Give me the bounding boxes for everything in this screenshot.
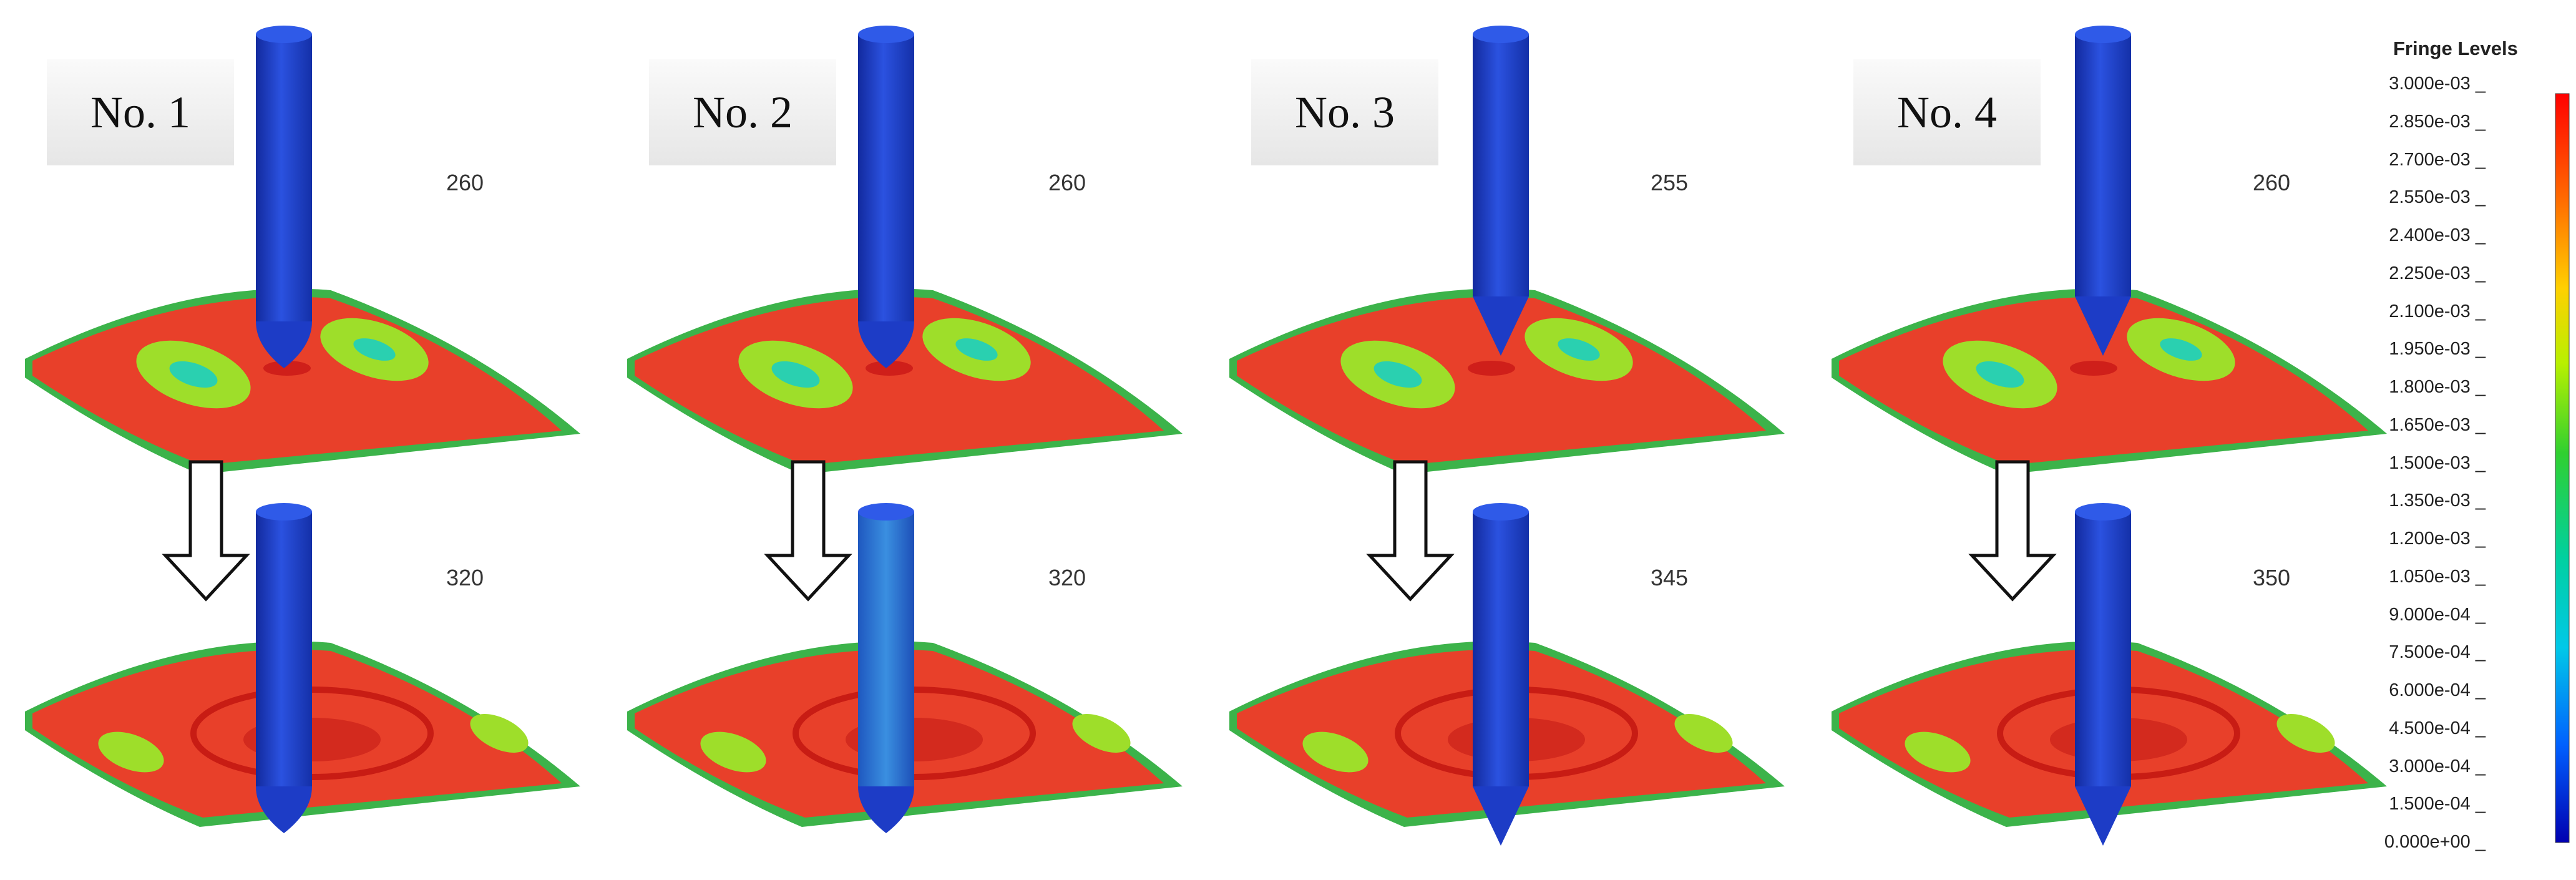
contact-zone (2070, 361, 2117, 376)
contact-zone (263, 361, 311, 376)
impactor-tip (256, 786, 312, 833)
time-bottom-4: 350 (2253, 565, 2291, 590)
stress-zone-right (2276, 714, 2335, 753)
impactor-top (2075, 26, 2131, 43)
time-top-1: 260 (446, 170, 484, 195)
impactor-body (858, 34, 914, 321)
stress-zone-right (1674, 714, 1733, 753)
stress-zone-left (1302, 731, 1368, 773)
impactor-top (1473, 503, 1529, 521)
case-panel-1 (25, 26, 580, 833)
legend-tick: 1.800e-03 _ (2389, 377, 2486, 397)
impactor-tip (858, 786, 914, 833)
legend-tick: 2.850e-03 _ (2389, 111, 2486, 132)
stress-zone-left (700, 731, 766, 773)
stress-zone-left-core (1373, 361, 1422, 388)
sequence-arrow (1366, 460, 1455, 602)
plate-stress-field (32, 296, 562, 465)
time-bottom-3: 345 (1651, 565, 1689, 590)
legend-tick: 1.350e-03 _ (2389, 491, 2486, 511)
plate-stress-field (1839, 296, 2368, 465)
stress-zone-right-core (2160, 338, 2202, 361)
impactor-body (1473, 512, 1529, 786)
legend-tick: 1.650e-03 _ (2389, 414, 2486, 435)
case-label-3: No. 3 (1251, 59, 1438, 165)
case-label-1: No. 1 (47, 59, 234, 165)
sequence-arrow (1968, 460, 2057, 602)
stress-zone-left (98, 731, 164, 773)
stress-zone-left (1905, 731, 1971, 773)
legend-tick: 3.000e-04 _ (2389, 756, 2486, 776)
legend-tick: 2.100e-03 _ (2389, 301, 2486, 321)
impactor-tip (858, 321, 914, 368)
legend-tick: 4.500e-04 _ (2389, 718, 2486, 738)
stress-zone-right-core (955, 338, 998, 361)
case-panel-3 (1229, 26, 1785, 846)
legend-tick: 2.550e-03 _ (2389, 187, 2486, 208)
case-label-2: No. 2 (649, 59, 836, 165)
colorbar (2555, 93, 2570, 843)
time-top-3: 255 (1651, 170, 1689, 195)
legend-tick: 1.500e-04 _ (2389, 794, 2486, 814)
impactor-top (256, 26, 312, 43)
legend-tick: 7.500e-04 _ (2389, 642, 2486, 663)
time-top-2: 260 (1048, 170, 1086, 195)
legend-tick: 1.050e-03 _ (2389, 566, 2486, 587)
impactor-body (1473, 34, 1529, 296)
case-label-4: No. 4 (1853, 59, 2041, 165)
legend-tick: 6.000e-04 _ (2389, 680, 2486, 700)
stress-zone-right-core (353, 338, 396, 361)
case-panel-4 (1832, 26, 2387, 846)
sequence-arrow (162, 460, 250, 602)
stress-zone-left-core (1976, 361, 2024, 388)
legend-tick: 1.200e-03 _ (2389, 529, 2486, 549)
impactor-body (256, 512, 312, 786)
legend-tick: 1.500e-03 _ (2389, 452, 2486, 473)
impactor-top (858, 26, 914, 43)
legend-tick: 9.000e-04 _ (2389, 604, 2486, 625)
legend-tick: 3.000e-03 _ (2389, 74, 2486, 94)
case-panel-2 (627, 26, 1183, 833)
legend-tick: 2.700e-03 _ (2389, 149, 2486, 170)
stress-zone-right (1072, 714, 1131, 753)
legend-title: Fringe Levels (2393, 37, 2518, 59)
stress-zone-left-core (771, 361, 820, 388)
plate-stress-field (1237, 296, 1766, 465)
stress-zone-right-core (1558, 338, 1600, 361)
impactor-body (2075, 512, 2131, 786)
impactor-body (2075, 34, 2131, 296)
time-top-4: 260 (2253, 170, 2291, 195)
plate-stress-field (635, 296, 1164, 465)
impactor-top (2075, 503, 2131, 521)
impactor-tip (1473, 786, 1529, 846)
legend-tick: 1.950e-03 _ (2389, 339, 2486, 359)
stress-zone-right (470, 714, 529, 753)
impactor-tip (256, 321, 312, 368)
impactor-body (858, 512, 914, 786)
contact-zone (866, 361, 913, 376)
time-bottom-2: 320 (1048, 565, 1086, 590)
legend-tick: 2.250e-03 _ (2389, 263, 2486, 283)
impactor-top (858, 503, 914, 521)
stress-zone-left-core (169, 361, 218, 388)
impactor-top (1473, 26, 1529, 43)
impactor-body (256, 34, 312, 321)
colorbar-gradient (2555, 93, 2570, 843)
legend-tick: 0.000e+00 _ (2384, 832, 2486, 852)
time-bottom-1: 320 (446, 565, 484, 590)
impactor-tip (2075, 786, 2131, 846)
impactor-top (256, 503, 312, 521)
legend-tick: 2.400e-03 _ (2389, 225, 2486, 245)
impactor-tip (1473, 296, 1529, 356)
sequence-arrow (764, 460, 852, 602)
contact-zone (1468, 361, 1515, 376)
impactor-tip (2075, 296, 2131, 356)
